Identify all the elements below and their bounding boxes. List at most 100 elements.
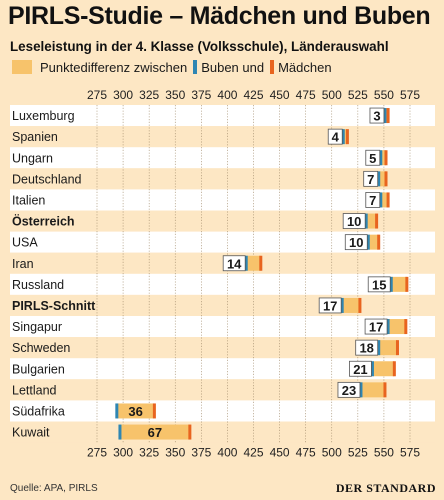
difference-label-box [337,381,361,398]
x-tick-label-bottom: 375 [191,446,211,460]
category-label: Österreich [12,214,75,229]
x-tick-label-top: 525 [348,88,368,102]
category-label: Singapur [12,320,62,334]
difference-label: 3 [373,109,380,124]
boys-marker [340,297,344,313]
row-background [10,126,435,148]
source-note: Quelle: APA, PIRLS [10,483,98,494]
category-label: Luxemburg [12,109,75,123]
difference-bar [366,213,377,229]
difference-label: 5 [369,151,376,166]
category-label: Kuwait [12,426,50,440]
difference-bar [388,319,406,335]
difference-label: 67 [148,425,162,440]
row-background [10,400,435,422]
difference-bar [391,276,407,292]
chart-area: 2752753003003253253503503753754004004254… [10,88,435,460]
row-background [10,147,435,169]
difference-label-box [365,192,381,208]
girls-marker [404,319,408,335]
category-label: Lettland [12,383,57,397]
category-label: Schweden [12,341,70,355]
legend-boys-label: Buben und [201,59,265,75]
difference-label-box [222,255,246,272]
girls-marker [259,255,263,271]
category-label: Südafrika [12,404,65,418]
x-tick-label-top: 500 [322,88,342,102]
difference-label: 7 [369,193,376,208]
difference-label: 7 [367,172,374,187]
girls-marker [188,424,192,440]
difference-label-box [344,234,368,251]
x-tick-label-bottom: 350 [165,446,185,460]
boys-marker [364,213,368,229]
row-background [10,252,435,274]
row-background [10,379,435,401]
difference-label: 17 [323,298,337,313]
difference-bar [119,424,190,440]
row-background [10,189,435,211]
difference-bar [368,234,379,250]
category-label: Ungarn [12,151,53,165]
difference-bar [342,297,360,313]
girls-marker [152,403,156,419]
legend-boys-swatch [193,60,198,74]
difference-label-box [369,107,385,124]
x-tick-label-top: 550 [374,88,394,102]
girls-marker [345,129,349,145]
row-background [10,210,435,232]
category-label: USA [12,236,38,250]
x-tick-label-bottom: 400 [217,446,237,460]
boys-marker [379,150,383,166]
girls-marker [405,276,409,292]
x-tick-label-top: 300 [113,88,133,102]
row-background [10,231,435,253]
boys-marker [341,129,345,145]
girls-marker [395,340,399,356]
difference-label-box [355,339,379,356]
difference-label: 18 [359,341,373,356]
boys-marker [118,424,122,440]
boys-marker [366,234,370,250]
difference-label-box [365,149,381,166]
x-tick-label-bottom: 300 [113,446,133,460]
category-label: Spanien [12,130,58,144]
row-background [10,316,435,338]
difference-label-box [363,170,379,187]
boys-marker [383,108,387,124]
difference-label: 10 [347,214,361,229]
x-tick-label-top: 475 [296,88,316,102]
legend-girls-swatch [270,60,275,74]
girls-marker [386,108,390,124]
boys-marker [379,192,383,208]
x-tick-label-top: 350 [165,88,185,102]
row-background [10,337,435,359]
boys-marker [377,340,381,356]
difference-label: 17 [369,320,383,335]
difference-label-box [342,213,366,229]
difference-label: 21 [353,362,367,377]
difference-label: 10 [349,235,363,250]
boys-marker [386,319,390,335]
legend: Punktedifferenz zwischen Buben und Mädch… [12,58,332,76]
category-label: Italien [12,193,45,207]
boys-marker [389,276,393,292]
difference-label: 15 [372,277,386,292]
difference-label: 23 [342,383,356,398]
row-background [10,358,435,380]
category-label: Iran [12,257,34,271]
x-tick-label-bottom: 325 [139,446,159,460]
x-tick-label-bottom: 425 [243,446,263,460]
x-tick-label-bottom: 525 [348,446,368,460]
category-label: Deutschland [12,172,82,186]
x-tick-label-top: 325 [139,88,159,102]
legend-diff-label: Punktedifferenz zwischen [40,59,188,75]
publisher-logo: DER STANDARD [335,481,436,495]
girls-marker [377,234,381,250]
row-background [10,421,435,443]
difference-bar [380,150,387,166]
legend-girls-label: Mädchen [278,59,332,75]
x-tick-label-bottom: 275 [87,446,107,460]
difference-bar [384,108,389,124]
x-tick-label-top: 425 [243,88,263,102]
